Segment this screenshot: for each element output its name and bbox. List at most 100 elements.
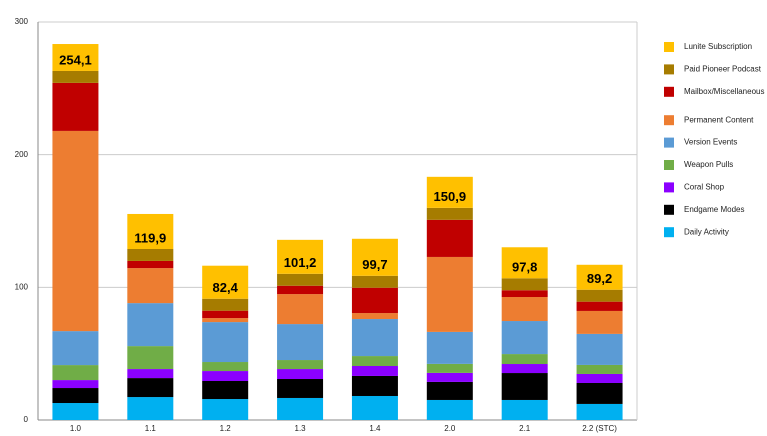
bar-segment bbox=[576, 382, 623, 404]
bar-segment bbox=[52, 388, 99, 404]
bar-segment bbox=[127, 303, 174, 347]
bar-segment bbox=[277, 239, 324, 274]
bar-segment bbox=[426, 207, 473, 220]
bar-segment bbox=[127, 248, 174, 261]
bar-segment bbox=[277, 273, 324, 286]
bar-segment bbox=[202, 318, 249, 323]
annotation: 82,4 bbox=[213, 280, 239, 295]
bar-segment bbox=[501, 321, 548, 355]
bar-segment bbox=[576, 289, 623, 302]
bar-segment bbox=[426, 176, 473, 208]
bar-segment bbox=[426, 256, 473, 332]
bar-segment bbox=[501, 278, 548, 291]
bar-segment bbox=[351, 313, 398, 320]
bar-segment bbox=[426, 381, 473, 400]
bar-segment bbox=[127, 397, 174, 420]
bar-segment bbox=[576, 264, 623, 290]
bar-segment bbox=[127, 213, 174, 249]
y-tick-label: 100 bbox=[15, 282, 29, 291]
bar-segment bbox=[501, 297, 548, 322]
bar-segment bbox=[576, 301, 623, 311]
bar-segment bbox=[277, 379, 324, 398]
legend-swatch bbox=[664, 160, 674, 170]
y-tick-label: 0 bbox=[24, 415, 29, 424]
bar-segment bbox=[351, 375, 398, 396]
bar-segment bbox=[277, 294, 324, 325]
bar-segment bbox=[52, 403, 99, 420]
bar-segment bbox=[52, 130, 99, 332]
legend-label: Weapon Pulls bbox=[684, 160, 733, 169]
bar-segment bbox=[127, 346, 174, 370]
bar-segment bbox=[426, 399, 473, 420]
bar-segment bbox=[351, 287, 398, 314]
bar-segment bbox=[501, 247, 548, 279]
bar-segment bbox=[202, 380, 249, 400]
bar-segment bbox=[277, 360, 324, 370]
bar-segment bbox=[202, 298, 249, 311]
bar-segment bbox=[202, 310, 249, 319]
legend-swatch bbox=[664, 204, 674, 215]
x-tick-label: 1.3 bbox=[295, 424, 307, 433]
bar-segment bbox=[52, 365, 99, 381]
bar-segment bbox=[501, 373, 548, 400]
legend-swatch bbox=[664, 42, 674, 52]
legend-swatch bbox=[664, 182, 674, 193]
bar-segment bbox=[277, 285, 324, 295]
bar-segment bbox=[351, 395, 398, 420]
bar-segment bbox=[127, 378, 174, 398]
bar-segment bbox=[52, 331, 99, 366]
annotation: 150,9 bbox=[434, 189, 467, 204]
bar-segment bbox=[426, 219, 473, 257]
x-tick-label: 1.2 bbox=[220, 424, 232, 433]
x-tick-label: 1.1 bbox=[145, 424, 157, 433]
bar-segment bbox=[202, 399, 249, 420]
bar-segment bbox=[576, 373, 623, 383]
legend-label: Version Events bbox=[684, 138, 737, 147]
bar-segment bbox=[277, 324, 324, 361]
bar-segment bbox=[351, 238, 398, 276]
x-tick-label: 2.2 (STC) bbox=[582, 424, 617, 433]
bar-segment bbox=[351, 366, 398, 376]
legend-swatch bbox=[664, 115, 674, 126]
x-tick-label: 2.1 bbox=[519, 424, 531, 433]
annotation: 254,1 bbox=[59, 52, 92, 67]
bar-segment bbox=[351, 319, 398, 357]
bar-segment bbox=[52, 82, 99, 131]
bar-segment bbox=[202, 362, 249, 372]
y-tick-label: 300 bbox=[15, 17, 29, 26]
x-tick-label: 1.0 bbox=[70, 424, 82, 433]
bar-segment bbox=[501, 290, 548, 298]
bar-segment bbox=[576, 364, 623, 374]
y-tick-label: 200 bbox=[15, 150, 29, 159]
legend-label: Paid Pioneer Podcast bbox=[684, 65, 762, 74]
bar-segment bbox=[277, 397, 324, 420]
x-tick-label: 1.4 bbox=[369, 424, 381, 433]
bar-segment bbox=[127, 369, 174, 379]
bar-segment bbox=[202, 322, 249, 363]
annotation: 119,9 bbox=[134, 230, 166, 245]
bar-segment bbox=[576, 403, 623, 420]
bar-segment bbox=[426, 331, 473, 364]
bar-segment bbox=[501, 364, 548, 374]
legend-swatch bbox=[664, 86, 674, 97]
legend-swatch bbox=[664, 64, 674, 75]
legend-label: Daily Activity bbox=[684, 227, 729, 236]
annotation: 99,7 bbox=[362, 257, 387, 272]
bar-segment bbox=[426, 363, 473, 373]
bar-segment bbox=[52, 380, 99, 389]
bar-segment bbox=[576, 310, 623, 334]
legend-label: Permanent Content bbox=[684, 115, 754, 124]
bar-segment bbox=[127, 260, 174, 269]
bar-segment bbox=[202, 371, 249, 381]
annotation: 89,2 bbox=[587, 271, 612, 286]
bar-segment bbox=[576, 333, 623, 365]
x-tick-label: 2.0 bbox=[444, 424, 456, 433]
bar-segment bbox=[501, 399, 548, 420]
bar-segment bbox=[426, 372, 473, 382]
legend-label: Endgame Modes bbox=[684, 205, 744, 214]
bar-segment bbox=[127, 268, 174, 304]
bar-segment bbox=[52, 44, 99, 71]
bar-segment bbox=[277, 369, 324, 380]
annotation: 101,2 bbox=[284, 255, 317, 270]
